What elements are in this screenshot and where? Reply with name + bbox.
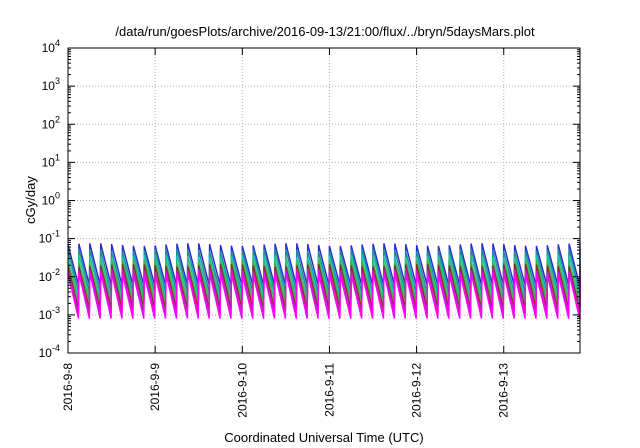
y-tick-label: 10-3: [39, 305, 60, 322]
y-tick-label: 101: [42, 152, 60, 169]
y-axis: 10-4 10-3 10-2 10-1 100 101 102 103 104: [39, 38, 580, 360]
x-axis: 2016-9-8 2016-9-9 2016-9-10 2016-9-11 2016-9…: [61, 48, 511, 418]
x-tick-label: 2016-9-8: [61, 363, 75, 411]
chart-title: /data/run/goesPlots/archive/2016-09-13/2…: [115, 24, 535, 39]
y-axis-label: cGy/day: [23, 176, 38, 224]
y-tick-label: 103: [42, 76, 60, 93]
x-axis-label: Coordinated Universal Time (UTC): [224, 430, 423, 445]
x-tick-label: 2016-9-9: [148, 363, 162, 411]
x-tick-label: 2016-9-11: [322, 363, 336, 417]
y-tick-label: 100: [42, 191, 60, 208]
series-group: [67, 243, 581, 319]
y-tick-label: 10-4: [39, 343, 60, 360]
y-tick-label: 10-1: [39, 229, 60, 246]
x-tick-label: 2016-9-13: [497, 363, 511, 418]
x-tick-label: 2016-9-12: [410, 363, 424, 418]
y-tick-label: 102: [42, 114, 60, 131]
y-tick-label: 10-2: [39, 267, 60, 284]
y-tick-label: 104: [42, 38, 60, 55]
x-tick-label: 2016-9-10: [235, 363, 249, 418]
series-line: [67, 272, 581, 319]
